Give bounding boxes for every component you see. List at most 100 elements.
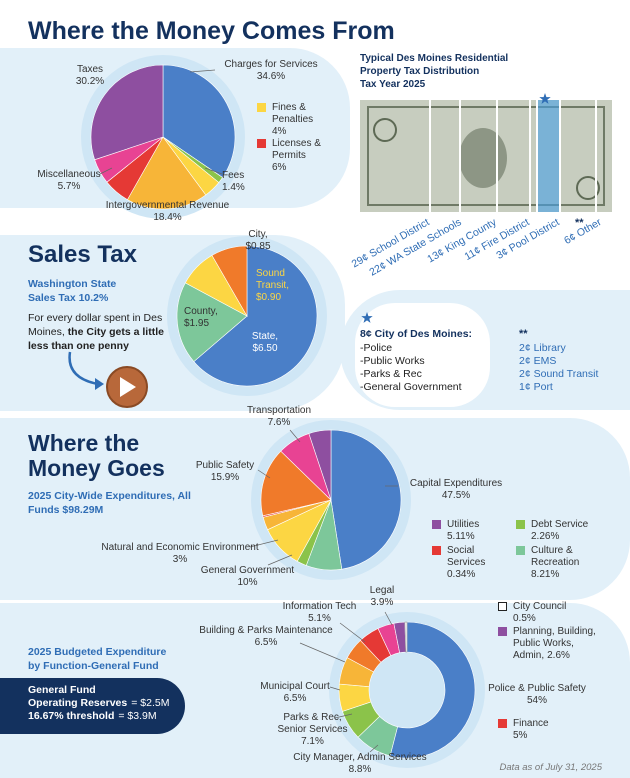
slice-label: General Government 10% [190,565,305,589]
slice-label: Debt Service 2.26% [531,519,606,543]
value-label: 5.7% [57,181,81,192]
slice-label: Public Safety 15.9% [190,460,260,484]
reserves-heading: General Fund [28,684,96,696]
category-label: Planning, Building, Public Works, Admin, [513,626,596,661]
value-label: 54% [526,695,547,706]
bill-portrait [459,128,507,188]
note-item: -General Government [360,381,462,393]
pie-slice [260,450,332,517]
slice-label: Planning, Building, Public Works, Admin,… [513,626,608,662]
note-box [355,303,490,407]
value-label: 5.1% [308,613,331,624]
pie-slice [193,245,318,387]
donut-slice [389,621,476,759]
category-label: Fees [222,170,245,181]
slice-label: Culture & Recreation 8.21% [531,545,601,581]
reserves-label: 16.67% threshold [28,710,115,722]
leader-line [267,554,293,566]
leader-line [339,622,366,643]
value-label: 6.5% [283,693,307,704]
note-item: 2¢ EMS [519,355,557,367]
legend-swatch [516,520,525,529]
legend-swatch [257,139,266,148]
subtitle: Washington State Sales Tax 10.2% [28,278,117,304]
value-label: 8.21% [531,569,560,580]
bill-dividers [429,100,597,212]
note-bold: the City gets a little less than one pen… [28,326,164,352]
value-label: 1.4% [222,182,245,193]
leader-line [384,611,393,626]
play-icon [120,377,136,397]
note-item: -Police [360,342,393,354]
pie-slice [162,64,236,178]
slice-label: City Manager, Admin Services 8.8% [280,752,440,776]
category-label: Natural and Economic Environment [101,542,259,553]
category-label: General Government [200,565,295,576]
category-label: Sound Transit, [256,268,289,291]
leader-line [249,539,279,548]
value-label: 34.6% [256,71,286,82]
value-label: $0.90 [256,292,282,303]
category-label: Social Services [447,545,486,568]
slice-label: Natural and Economic Environment 3% [85,542,275,566]
dollar-bill [360,100,612,212]
category-label: Taxes [76,64,104,75]
arrow-head [95,378,104,390]
value-label: 6.5% [254,637,278,648]
slice-label: Intergovernmental Revenue 18.4% [90,200,245,224]
value-label: 10% [237,577,258,588]
category-label: Public Safety [195,460,255,471]
category-label: Building & Parks Maintenance [199,625,333,636]
value-label: 3% [172,554,188,565]
leader-line [329,686,341,691]
slice-label: City Council 0.5% [513,601,593,625]
slice-label: Fees 1.4% [222,170,262,194]
value-label: 5.11% [447,531,475,542]
category-label: Culture & Recreation [531,545,580,568]
value-label: 15.9% [210,472,240,483]
slice-label: Municipal Court 6.5% [250,681,340,705]
legend-swatch [257,103,266,112]
bill-title: Typical Des Moines Residential [360,53,509,64]
legend-swatch [498,627,507,636]
reserves-line: 16.67% threshold = $3.9M [28,710,157,722]
value-label: 6% [272,162,287,173]
footer: Data as of July 31, 2025 [499,762,602,773]
note-item: 1¢ Port [519,381,553,393]
note-text: For every dollar spent in Des Moines, [28,312,163,338]
category-label: Charges for Services [224,59,318,70]
slice-label: Transportation 7.6% [238,405,320,429]
section-title: Where the Money Comes From [28,17,395,45]
slice-label: Information Tech 5.1% [272,601,367,625]
donut-slice [404,621,408,653]
slice-label: Utilities 5.11% [447,519,507,543]
category-label: Fines & Penalties [272,102,314,125]
leader-line [99,167,113,175]
category-label: State, [251,331,279,342]
bill-border [367,106,605,206]
value-label: 4% [272,126,287,137]
slice-label: Fines & Penalties 4% [272,102,330,138]
value-label: 2.26% [531,531,560,542]
note-item: -Public Works [360,355,425,367]
bill-highlight [537,100,560,212]
value-label: $0.85 [245,241,271,252]
category-label: Miscellaneous [37,169,101,180]
category-label: Intergovernmental Revenue [105,200,230,211]
reserves-value: = $2.5M [131,697,170,709]
category-label: Finance [513,718,549,729]
pie-slice [308,429,332,501]
category-label: Utilities [447,519,480,530]
category-label: Information Tech [282,601,357,612]
category-label: Municipal Court [260,681,330,692]
slice-label: Miscellaneous 5.7% [30,169,108,193]
bill-title: Tax Year 2025 [360,79,426,90]
legend-swatch [432,546,441,555]
leader-line [257,469,271,479]
legend-swatch [498,602,507,611]
pie-slice [90,64,164,161]
leader-line [334,713,353,719]
